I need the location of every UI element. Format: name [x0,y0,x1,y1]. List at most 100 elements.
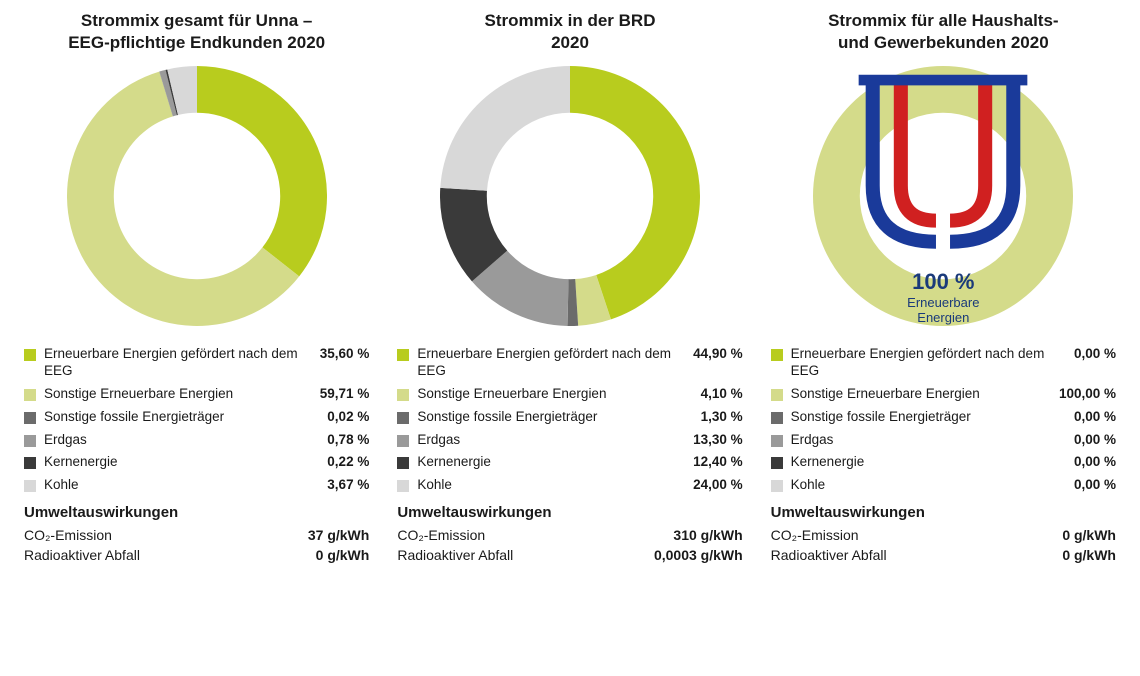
legend-label: Sonstige Erneuerbare Energien [791,386,1059,403]
donut-chart [67,66,327,326]
legend-swatch [771,389,783,401]
legend-row: Erdgas0,00 % [771,432,1116,449]
legend-label: Erdgas [791,432,1074,449]
impact-row-radio: Radioaktiver Abfall0,0003 g/kWh [397,547,742,563]
legend-label: Sonstige Erneuerbare Energien [417,386,700,403]
impact-label: CO₂-Emission [24,527,308,543]
legend-label: Kohle [791,477,1074,494]
impact-row-co2: CO₂-Emission37 g/kWh [24,527,369,543]
donut-slice-eeg_renewable [197,66,327,276]
legend-swatch [397,457,409,469]
legend-swatch [397,435,409,447]
impact-label: CO₂-Emission [397,527,673,543]
impact-value: 0 g/kWh [1062,547,1116,563]
legend-value: 100,00 % [1059,386,1116,401]
impact-row-radio: Radioaktiver Abfall0 g/kWh [24,547,369,563]
legend-value: 0,00 % [1074,477,1116,492]
legend-swatch [24,349,36,361]
legend-swatch [397,349,409,361]
impact-row-co2: CO₂-Emission310 g/kWh [397,527,742,543]
chart-title: Strommix in der BRD 2020 [485,10,656,56]
legend-swatch [771,435,783,447]
donut-chart [440,66,700,326]
legend-label: Kohle [417,477,693,494]
legend-swatch [771,349,783,361]
legend-swatch [24,412,36,424]
legend: Erneuerbare Energien gefördert nach dem … [20,346,373,567]
legend-row: Erneuerbare Energien gefördert nach dem … [24,346,369,380]
legend-row: Kohle24,00 % [397,477,742,494]
legend-label: Erneuerbare Energien gefördert nach dem … [791,346,1074,380]
legend-value: 35,60 % [320,346,370,361]
legend-row: Kernenergie0,00 % [771,454,1116,471]
legend-value: 0,78 % [327,432,369,447]
legend-swatch [397,412,409,424]
chart-title: Strommix gesamt für Unna – EEG-pflichtig… [68,10,325,56]
legend-label: Kernenergie [417,454,693,471]
panel-0: Strommix gesamt für Unna – EEG-pflichtig… [20,10,373,567]
impact-label: CO₂-Emission [771,527,1063,543]
legend-row: Sonstige Erneuerbare Energien100,00 % [771,386,1116,403]
legend-row: Erdgas0,78 % [24,432,369,449]
legend-value: 24,00 % [693,477,743,492]
legend: Erneuerbare Energien gefördert nach dem … [393,346,746,567]
legend-value: 44,90 % [693,346,743,361]
legend-label: Kohle [44,477,327,494]
legend-label: Kernenergie [791,454,1074,471]
legend-label: Kernenergie [44,454,327,471]
legend-label: Sonstige fossile Energieträger [44,409,327,426]
impact-value: 0 g/kWh [316,547,370,563]
impact-value: 0,0003 g/kWh [654,547,743,563]
panel-1: Strommix in der BRD 2020 Erneuerbare Ener… [393,10,746,567]
impact-label: Radioaktiver Abfall [24,547,316,563]
impact-value: 310 g/kWh [673,527,742,543]
impact-heading: Umweltauswirkungen [771,504,1116,521]
legend-label: Erdgas [44,432,327,449]
legend-swatch [397,389,409,401]
legend-label: Erdgas [417,432,693,449]
legend-row: Kernenergie12,40 % [397,454,742,471]
legend-row: Kohle3,67 % [24,477,369,494]
legend-value: 13,30 % [693,432,743,447]
donut-slice-other_renewable [813,66,1073,326]
legend-value: 0,00 % [1074,346,1116,361]
impact-label: Radioaktiver Abfall [397,547,654,563]
legend-swatch [24,435,36,447]
panels-row: Strommix gesamt für Unna – EEG-pflichtig… [20,10,1120,567]
legend-value: 0,00 % [1074,409,1116,424]
legend-value: 0,00 % [1074,454,1116,469]
legend-swatch [771,412,783,424]
legend-row: Sonstige fossile Energieträger0,00 % [771,409,1116,426]
chart-title: Strommix für alle Haushalts- und Gewerbe… [828,10,1059,56]
legend: Erneuerbare Energien gefördert nach dem … [767,346,1120,567]
impact-label: Radioaktiver Abfall [771,547,1063,563]
legend-swatch [771,457,783,469]
impact-value: 37 g/kWh [308,527,369,543]
legend-label: Sonstige fossile Energieträger [791,409,1074,426]
legend-value: 59,71 % [320,386,370,401]
legend-swatch [397,480,409,492]
impact-row-radio: Radioaktiver Abfall0 g/kWh [771,547,1116,563]
legend-row: Sonstige fossile Energieträger1,30 % [397,409,742,426]
legend-swatch [24,480,36,492]
legend-value: 1,30 % [701,409,743,424]
legend-value: 0,02 % [327,409,369,424]
impact-heading: Umweltauswirkungen [397,504,742,521]
impact-row-co2: CO₂-Emission0 g/kWh [771,527,1116,543]
legend-row: Kohle0,00 % [771,477,1116,494]
legend-row: Kernenergie0,22 % [24,454,369,471]
legend-swatch [24,389,36,401]
legend-label: Sonstige Erneuerbare Energien [44,386,320,403]
legend-value: 4,10 % [701,386,743,401]
legend-label: Sonstige fossile Energieträger [417,409,700,426]
legend-label: Erneuerbare Energien gefördert nach dem … [417,346,693,380]
legend-value: 0,22 % [327,454,369,469]
legend-row: Erdgas13,30 % [397,432,742,449]
donut-slice-kohle [440,66,570,191]
legend-row: Erneuerbare Energien gefördert nach dem … [771,346,1116,380]
legend-value: 12,40 % [693,454,743,469]
legend-row: Sonstige Erneuerbare Energien4,10 % [397,386,742,403]
donut-chart: 100 %ErneuerbareEnergien [813,66,1073,326]
legend-row: Sonstige Erneuerbare Energien59,71 % [24,386,369,403]
legend-swatch [771,480,783,492]
